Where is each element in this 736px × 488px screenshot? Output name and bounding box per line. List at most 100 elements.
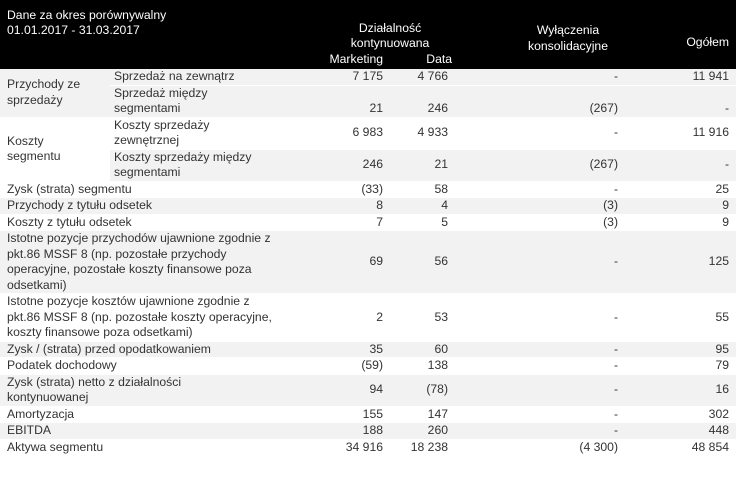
table-row: Zysk (strata) segmentu (33) 58 - 25 [0, 181, 736, 198]
table-row: Koszty segmentu Koszty sprzedaży zewnętr… [0, 117, 736, 182]
cell-wylaczenia: - [474, 374, 623, 407]
table-row: Przychody ze sprzedaży Sprzedaż na zewną… [0, 69, 736, 118]
cell-ogolem: 95 [622, 341, 736, 358]
cell-ogolem: 448 [622, 422, 736, 440]
table-header: Dane za okres porównywalny 01.01.2017 - … [0, 0, 736, 69]
row-label: Sprzedaż na zewnątrz [110, 69, 289, 86]
cell-marketing: 69 [288, 230, 387, 294]
row-label: Istotne pozycje kosztów ujawnione zgodni… [0, 293, 289, 342]
cell-ogolem: 125 [622, 230, 736, 294]
row-label: Koszty sprzedaży zewnętrznej [110, 117, 289, 150]
cell-data: 53 [386, 293, 475, 342]
table-row: Istotne pozycje kosztów ujawnione zgodni… [0, 293, 736, 342]
cell-wylaczenia: (267) [474, 85, 623, 118]
cell-ogolem: 9 [622, 214, 736, 231]
cell-wylaczenia: - [474, 357, 623, 375]
cell-marketing: 188 [288, 422, 387, 440]
group-label-przychody: Przychody ze sprzedaży [0, 69, 110, 118]
cell-wylaczenia: - [474, 230, 623, 294]
row-label: Koszty z tytułu odsetek [0, 214, 289, 231]
row-label: EBITDA [0, 422, 289, 440]
cell-data: 138 [386, 357, 475, 375]
cell-data: 56 [386, 230, 475, 294]
table-row: Podatek dochodowy (59) 138 - 79 [0, 357, 736, 375]
table-row: EBITDA 188 260 - 448 [0, 422, 736, 440]
row-label: Podatek dochodowy [0, 357, 289, 375]
cell-ogolem: 11 916 [622, 117, 736, 150]
cell-wylaczenia: (4 300) [474, 439, 623, 456]
cell-marketing: (33) [288, 181, 387, 198]
cell-data: (78) [386, 374, 475, 407]
table-row: Zysk / (strata) przed opodatkowaniem 35 … [0, 341, 736, 358]
cell-wylaczenia: - [474, 341, 623, 358]
cell-marketing: 8 [288, 197, 387, 215]
table-row: Zysk (strata) netto z działalności konty… [0, 374, 736, 407]
wylaczenia-label: Wyłączenia konsolidacyjne [528, 23, 608, 53]
cell-wylaczenia: (267) [474, 149, 623, 182]
table-row: Amortyzacja 155 147 - 302 [0, 406, 736, 423]
cell-marketing: (59) [288, 357, 387, 375]
cell-marketing: 35 [288, 341, 387, 358]
row-label: Zysk / (strata) przed opodatkowaniem [0, 341, 289, 358]
cell-marketing: 7 175 [288, 69, 387, 86]
wylaczenia-header: Wyłączenia konsolidacyjne [474, 0, 622, 69]
cell-data: 18 238 [386, 439, 475, 456]
cell-data: 147 [386, 406, 475, 423]
table-row: Aktywa segmentu 34 916 18 238 (4 300) 48… [0, 439, 736, 456]
cell-ogolem: 79 [622, 357, 736, 375]
cell-wylaczenia: - [474, 117, 623, 150]
cell-data: 60 [386, 341, 475, 358]
row-label: Zysk (strata) segmentu [0, 181, 289, 198]
cell-marketing: 155 [288, 406, 387, 423]
cell-ogolem: 55 [622, 293, 736, 342]
cell-ogolem: 48 854 [622, 439, 736, 456]
cell-marketing: 34 916 [288, 439, 387, 456]
period-header: Dane za okres porównywalny 01.01.2017 - … [0, 0, 288, 69]
table-row: Sprzedaż między segmentami 21 246 (267) … [0, 85, 736, 118]
cell-marketing: 21 [288, 85, 387, 118]
cell-data: 58 [386, 181, 475, 198]
cell-data: 4 [386, 197, 475, 215]
group-label-koszty: Koszty segmentu [0, 117, 110, 182]
data-col-label: Data [426, 51, 453, 66]
row-label: Przychody z tytułu odsetek [0, 197, 289, 215]
row-label: Istotne pozycje przychodów ujawnione zgo… [0, 230, 289, 294]
period-label: Dane za okres porównywalny [7, 8, 167, 22]
cell-ogolem: 11 941 [622, 69, 736, 86]
row-label: Koszty sprzedaży między segmentami [110, 149, 289, 182]
cell-data: 4 766 [386, 69, 475, 86]
cell-marketing: 6 983 [288, 117, 387, 150]
cell-data: 5 [386, 214, 475, 231]
cell-wylaczenia: - [474, 422, 623, 440]
cell-wylaczenia: - [474, 69, 623, 86]
continued-ops-header: Działalność kontynuowana [350, 20, 430, 51]
cell-ogolem: - [622, 149, 736, 182]
row-label: Aktywa segmentu [0, 439, 289, 456]
cell-wylaczenia: - [474, 181, 623, 198]
cell-ogolem: 302 [622, 406, 736, 423]
cell-data: 21 [386, 149, 475, 182]
cell-wylaczenia: - [474, 293, 623, 342]
data-header: Działalność kontynuowana Data [351, 0, 474, 69]
cell-ogolem: 25 [622, 181, 736, 198]
table-row: Koszty sprzedaży między segmentami 246 2… [0, 149, 736, 182]
cell-wylaczenia: (3) [474, 197, 623, 215]
cell-ogolem: 16 [622, 374, 736, 407]
cell-marketing: 94 [288, 374, 387, 407]
row-label: Amortyzacja [0, 406, 289, 423]
row-label: Zysk (strata) netto z działalności konty… [0, 374, 289, 407]
period-dates: 01.01.2017 - 31.03.2017 [7, 23, 140, 37]
marketing-header: Marketing [329, 51, 384, 66]
segment-table: Dane za okres porównywalny 01.01.2017 - … [0, 0, 736, 456]
row-label: Sprzedaż między segmentami [110, 85, 289, 118]
cell-marketing: 2 [288, 293, 387, 342]
ogolem-header: Ogółem [686, 34, 730, 49]
cell-ogolem: - [622, 85, 736, 118]
table-row: Przychody z tytułu odsetek 8 4 (3) 9 [0, 197, 736, 215]
cell-marketing: 246 [288, 149, 387, 182]
cell-data: 4 933 [386, 117, 475, 150]
cell-wylaczenia: - [474, 406, 623, 423]
cell-data: 260 [386, 422, 475, 440]
table-row: Istotne pozycje przychodów ujawnione zgo… [0, 230, 736, 294]
cell-data: 246 [386, 85, 475, 118]
